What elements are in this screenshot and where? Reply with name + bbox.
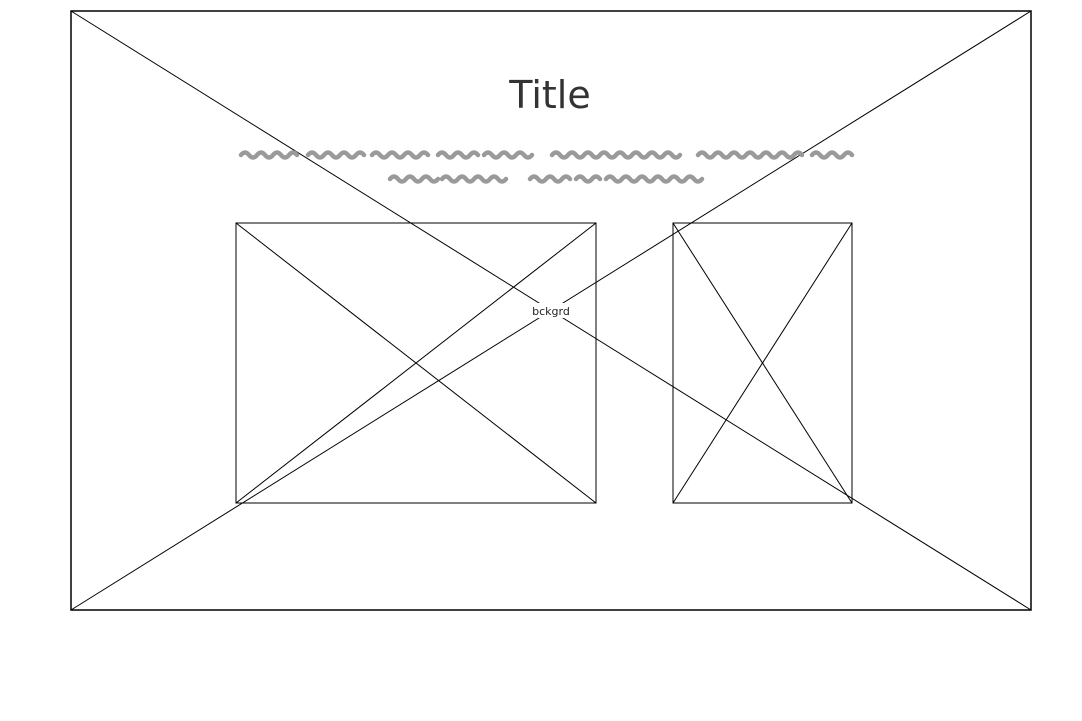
greeked-text-line-1 [238,150,855,160]
image-placeholder-left [235,222,597,504]
image-placeholder-right [672,222,853,504]
greeked-text-block [238,150,855,184]
background-label-backdrop [530,303,572,318]
image-placeholder-right-frame [672,222,853,504]
background-frame [70,10,1032,611]
image-placeholder-right-diagonal-b [672,222,853,504]
background-image-placeholder: bckgrd [70,10,1032,611]
slide-title: Title [508,73,590,117]
background-label: bckgrd [532,305,570,318]
image-placeholder-left-diagonal-b [235,222,597,504]
greeked-text-line-2 [387,174,705,184]
image-placeholder-left-frame [235,222,597,504]
